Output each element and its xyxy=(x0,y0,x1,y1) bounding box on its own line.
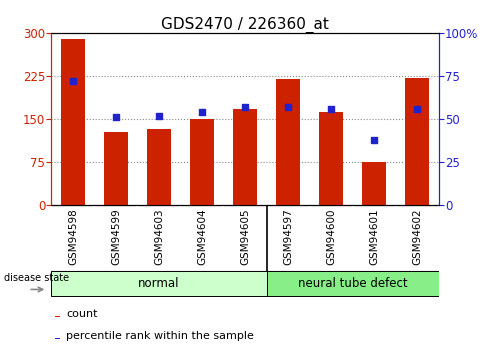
Point xyxy=(69,78,77,84)
Bar xyxy=(55,338,60,339)
Text: GSM94603: GSM94603 xyxy=(154,208,164,265)
Point xyxy=(112,115,120,120)
Bar xyxy=(276,79,300,205)
Point xyxy=(284,104,292,110)
Point xyxy=(241,104,249,110)
Bar xyxy=(190,119,214,205)
Bar xyxy=(61,39,85,205)
Text: GSM94599: GSM94599 xyxy=(111,208,121,265)
Text: GSM94600: GSM94600 xyxy=(326,208,336,265)
Bar xyxy=(319,112,343,205)
Bar xyxy=(362,162,386,205)
Point xyxy=(327,106,335,111)
Bar xyxy=(55,316,60,317)
Text: normal: normal xyxy=(138,277,180,290)
Text: GSM94598: GSM94598 xyxy=(68,208,78,265)
Text: disease state: disease state xyxy=(4,273,69,283)
Text: GSM94597: GSM94597 xyxy=(283,208,293,265)
Point xyxy=(155,113,163,118)
Text: GSM94601: GSM94601 xyxy=(369,208,379,265)
Text: percentile rank within the sample: percentile rank within the sample xyxy=(66,331,254,341)
Bar xyxy=(267,271,439,296)
Text: GSM94602: GSM94602 xyxy=(412,208,422,265)
Point xyxy=(370,137,378,142)
Text: count: count xyxy=(66,309,98,318)
Text: GSM94604: GSM94604 xyxy=(197,208,207,265)
Bar xyxy=(104,132,128,205)
Bar xyxy=(51,271,267,296)
Point xyxy=(198,109,206,115)
Bar xyxy=(147,129,171,205)
Text: neural tube defect: neural tube defect xyxy=(298,277,407,290)
Bar xyxy=(233,109,257,205)
Bar xyxy=(405,78,429,205)
Title: GDS2470 / 226360_at: GDS2470 / 226360_at xyxy=(161,17,329,33)
Text: GSM94605: GSM94605 xyxy=(240,208,250,265)
Point xyxy=(413,106,421,111)
